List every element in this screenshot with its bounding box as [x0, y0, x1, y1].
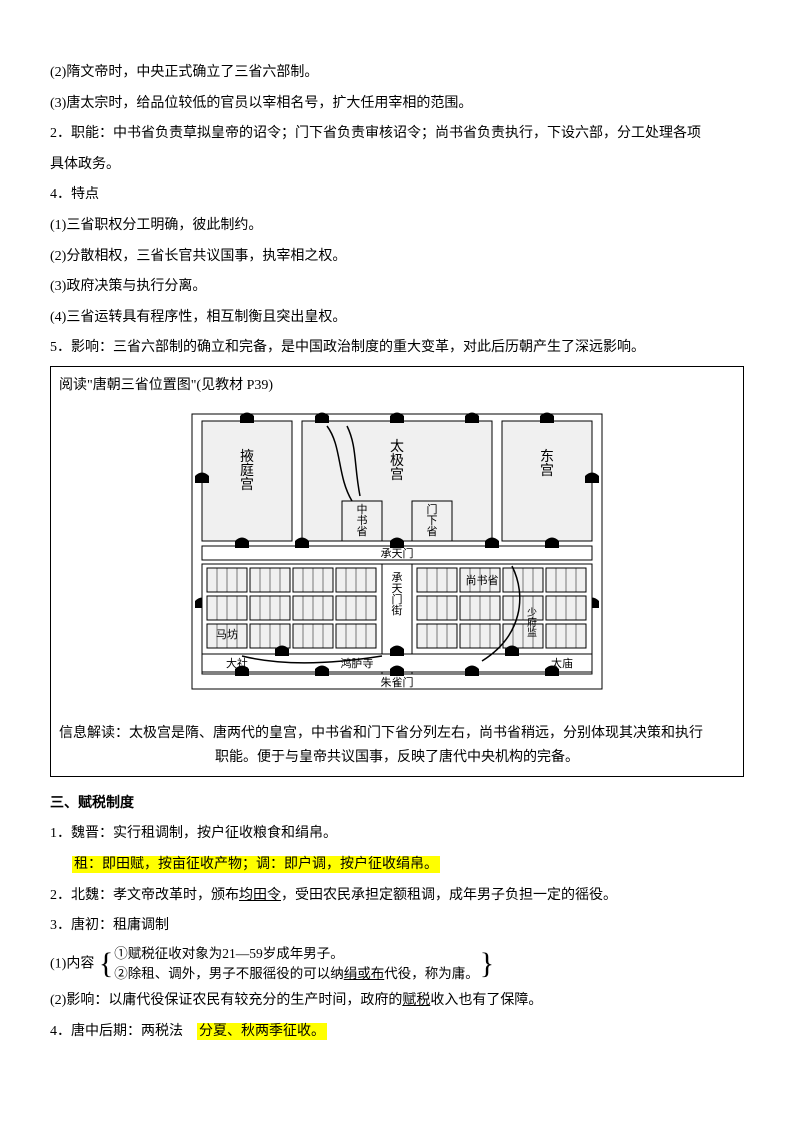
svg-text:承天门: 承天门 [381, 546, 414, 560]
svg-text:马坊: 马坊 [216, 627, 238, 641]
palace-diagram: 掖庭宫太极宫东宫中书省门下省承天门承天门街马坊尚书省少府监大社鸿胪寺太庙朱雀门 [182, 406, 612, 706]
para-5: (1)三省职权分工明确，彼此制约。 [50, 213, 744, 240]
para-6: (2)分散相权，三省长官共议国事，执宰相之权。 [50, 244, 744, 271]
svg-text:东宫: 东宫 [540, 449, 554, 479]
info-line-1: 信息解读：太极宫是隋、唐两代的皇宫，中书省和门下省分列左右，尚书省稍远，分别体现… [59, 722, 735, 746]
svg-text:尚书省: 尚书省 [466, 573, 499, 587]
s5-a: (2)影响：以庸代役保证农民有较充分的生产时间，政府的 [50, 993, 402, 1008]
s4-l2u: 绢或布 [344, 966, 385, 981]
s5-b: 收入也有了保障。 [430, 993, 542, 1008]
box-title: 阅读"唐朝三省位置图"(见教材 P39) [59, 373, 735, 400]
svg-text:掖庭宫: 掖庭宫 [240, 449, 254, 493]
section-3-title: 三、赋税制度 [50, 791, 744, 818]
s4-pre: (1)内容 [50, 956, 94, 971]
s4-l2b: 代役，称为庸。 [384, 966, 479, 981]
para-4: 4．特点 [50, 182, 744, 209]
s6: 4．唐中后期：两税法 分夏、秋两季征收。 [50, 1019, 744, 1046]
para-fn-b: 具体政务。 [50, 152, 744, 179]
para-7: (3)政府决策与执行分离。 [50, 274, 744, 301]
svg-text:中书省: 中书省 [357, 503, 368, 538]
s2-b: ，受田农民承担定额租调，成年男子负担一定的徭役。 [281, 888, 617, 903]
s6-a: 4．唐中后期：两税法 [50, 1024, 197, 1039]
svg-text:少府监: 少府监 [527, 607, 537, 639]
right-brace-icon: } [480, 949, 494, 979]
highlight-1: 租：即田赋，按亩征收产物；调：即户调，按户征收绢帛。 [50, 852, 744, 879]
s2: 2．北魏：孝文帝改革时，颁布均田令，受田农民承担定额租调，成年男子负担一定的徭役… [50, 883, 744, 910]
svg-text:承天门街: 承天门街 [392, 571, 403, 617]
s2-u: 均田令 [239, 888, 281, 903]
brace-wrap: { ①赋税征收对象为21—59岁成年男子。 ②除租、调外，男子不服徭役的可以纳绢… [98, 944, 495, 985]
s5: (2)影响：以庸代役保证农民有较充分的生产时间，政府的赋税收入也有了保障。 [50, 988, 744, 1015]
svg-text:门下省: 门下省 [427, 502, 438, 538]
diagram-wrap: 掖庭宫太极宫东宫中书省门下省承天门承天门街马坊尚书省少府监大社鸿胪寺太庙朱雀门 [59, 406, 735, 717]
s4: (1)内容 { ①赋税征收对象为21—59岁成年男子。 ②除租、调外，男子不服徭… [50, 944, 744, 985]
s3: 3．唐初：租庸调制 [50, 913, 744, 940]
para-9: 5．影响：三省六部制的确立和完备，是中国政治制度的重大变革，对此后历朝产生了深远… [50, 335, 744, 362]
s1: 1．魏晋：实行租调制，按户征收粮食和绢帛。 [50, 821, 744, 848]
para-3: (3)唐太宗时，给品位较低的官员以宰相名号，扩大任用宰相的范围。 [50, 91, 744, 118]
para-8: (4)三省运转具有程序性，相互制衡且突出皇权。 [50, 305, 744, 332]
left-brace-icon: { [99, 949, 113, 979]
para-2: (2)隋文帝时，中央正式确立了三省六部制。 [50, 60, 744, 87]
s2-a: 2．北魏：孝文帝改革时，颁布 [50, 888, 239, 903]
svg-text:太极宫: 太极宫 [390, 439, 404, 483]
hl2-text: 分夏、秋两季征收。 [197, 1023, 327, 1040]
hl1-text: 租：即田赋，按亩征收产物；调：即户调，按户征收绢帛。 [72, 856, 440, 873]
s5-u: 赋税 [402, 993, 430, 1008]
brace-content: ①赋税征收对象为21—59岁成年男子。 ②除租、调外，男子不服徭役的可以纳绢或布… [114, 944, 479, 985]
diagram-box: 阅读"唐朝三省位置图"(见教材 P39) 掖庭宫 太极宫 东宫中书省 门下省承天门承天… [50, 366, 744, 777]
info-line-2: 职能。便于与皇帝共议国事，反映了唐代中央机构的完备。 [59, 746, 735, 770]
para-fn-a: 2．职能：中书省负责草拟皇帝的诏令；门下省负责审核诏令；尚书省负责执行，下设六部… [50, 121, 744, 148]
s4-l2a: ②除租、调外，男子不服徭役的可以纳 [114, 966, 344, 981]
svg-text:朱雀门: 朱雀门 [381, 675, 414, 689]
s4-l1: ①赋税征收对象为21—59岁成年男子。 [114, 946, 344, 961]
